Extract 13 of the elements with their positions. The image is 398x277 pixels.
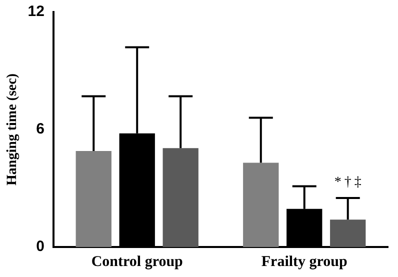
- y-tick-label: 0: [36, 238, 44, 256]
- annotation: ‡: [354, 175, 362, 190]
- y-tick-label: 6: [36, 120, 44, 138]
- bar: [162, 148, 198, 247]
- x-tick-label: Control group: [91, 254, 183, 270]
- annotation: †: [344, 175, 352, 190]
- bar: [76, 151, 112, 247]
- bar: [330, 220, 366, 247]
- y-axis-title: Hanging time (sec): [5, 73, 20, 186]
- bar: [243, 162, 279, 247]
- y-tick-label: 12: [28, 3, 44, 20]
- x-tick-label: Frailty group: [261, 254, 348, 270]
- annotation: *: [334, 175, 342, 190]
